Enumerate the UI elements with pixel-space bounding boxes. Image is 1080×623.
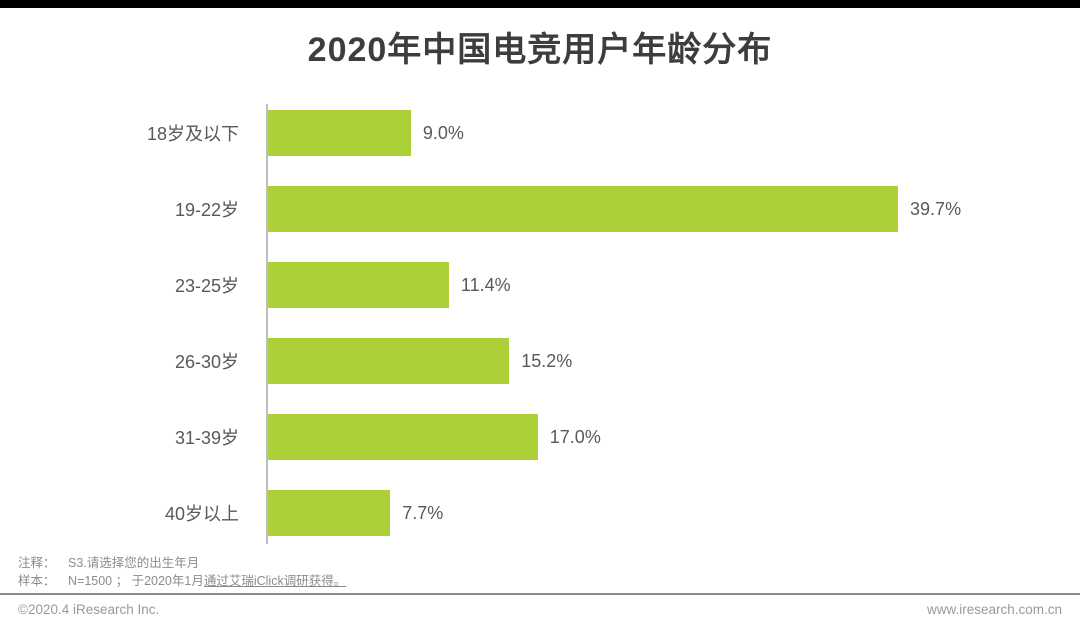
bar: [268, 490, 391, 536]
bar-track: 15.2%: [253, 338, 1080, 384]
value-label: 9.0%: [422, 122, 464, 143]
value-label: 17.0%: [549, 426, 601, 447]
chart-row: 19-22岁 39.7%: [0, 186, 1080, 232]
chart-row: 31-39岁 17.0%: [0, 414, 1080, 460]
website-link: www.iresearch.com.cn: [926, 602, 1062, 617]
sample-text: N=1500 ； 于2020年1月: [68, 574, 204, 588]
bar-track: 9.0%: [253, 110, 1080, 156]
top-black-bar: [0, 0, 1080, 8]
note-text: N=1500 ； 于2020年1月通过艾瑞iClick调研获得。: [68, 572, 346, 590]
note-label: 样本：: [18, 574, 56, 588]
chart-row: 18岁及以下 9.0%: [0, 110, 1080, 156]
page-title: 2020年中国电竞用户年龄分布: [307, 31, 773, 69]
category-label: 31-39岁: [174, 428, 239, 448]
category-label: 19-22岁: [174, 200, 239, 220]
bar: [268, 110, 411, 156]
footnotes: 注释： S3.请选择您的出生年月 样本： N=1500 ； 于2020年1月通过…: [0, 554, 1080, 590]
bar: [268, 262, 449, 308]
category-label: 40岁以上: [164, 504, 239, 524]
chart-row: 23-25岁 11.4%: [0, 262, 1080, 308]
bar: [268, 338, 510, 384]
note-row: 注释： S3.请选择您的出生年月: [18, 554, 1080, 572]
category-label: 23-25岁: [174, 276, 239, 296]
value-label: 11.4%: [460, 274, 511, 295]
bar-track: 11.4%: [253, 262, 1080, 308]
bar-track: 39.7%: [253, 186, 1080, 232]
bar-track: 17.0%: [253, 414, 1080, 460]
note-text: S3.请选择您的出生年月: [68, 556, 200, 570]
category-label: 18岁及以下: [146, 124, 239, 144]
y-axis-line: [266, 104, 268, 544]
bar-chart: 18岁及以下 9.0% 19-22岁 39.7% 23-25岁 11.4% 26…: [0, 104, 1080, 544]
footer: ©2020.4 iResearch Inc. www.iresearch.com…: [0, 595, 1080, 617]
note-label: 注释：: [18, 556, 56, 570]
chart-row: 40岁以上 7.7%: [0, 490, 1080, 536]
bar-track: 7.7%: [253, 490, 1080, 536]
bar: [268, 414, 538, 460]
note-row: 样本： N=1500 ； 于2020年1月通过艾瑞iClick调研获得。: [18, 572, 1080, 590]
value-label: 7.7%: [402, 502, 444, 523]
footer-divider: [0, 593, 1080, 595]
chart-row: 26-30岁 15.2%: [0, 338, 1080, 384]
copyright-text: ©2020.4 iResearch Inc.: [18, 602, 160, 617]
bar: [268, 186, 899, 232]
value-label: 39.7%: [910, 198, 962, 219]
category-label: 26-30岁: [174, 352, 239, 372]
value-label: 15.2%: [521, 350, 573, 371]
sample-source-underlined: 通过艾瑞iClick调研获得。: [203, 574, 347, 588]
